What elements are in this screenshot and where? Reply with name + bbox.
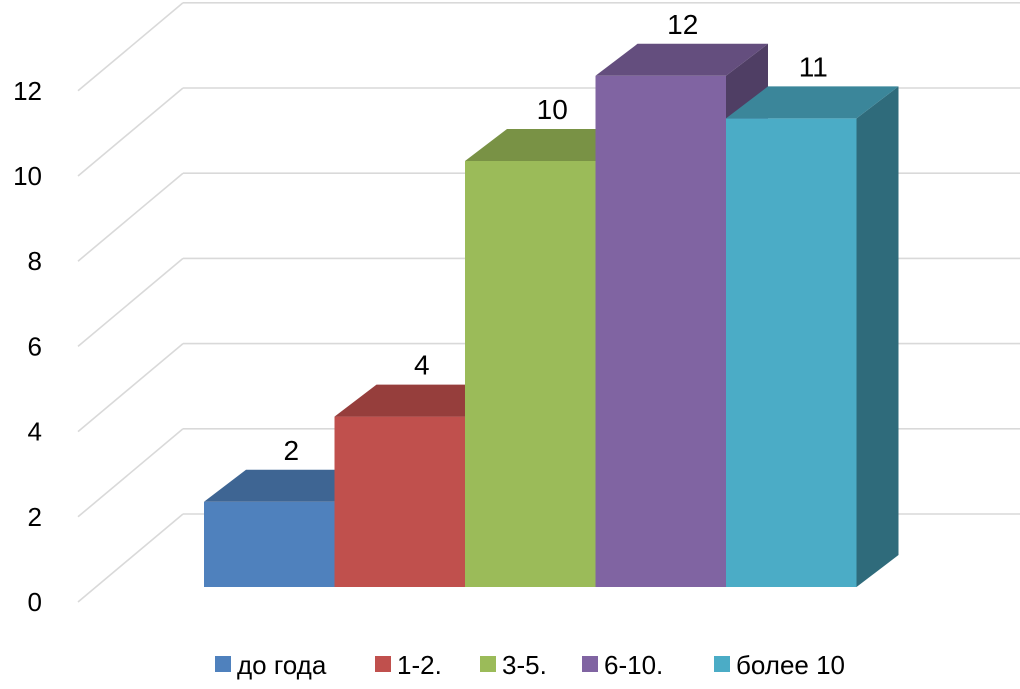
data-label: 2 xyxy=(283,435,299,466)
y-tick-label: 6 xyxy=(28,331,42,361)
gridline-side xyxy=(77,2,184,92)
legend-item: 1-2. xyxy=(375,650,442,680)
y-tick-label: 12 xyxy=(13,76,42,106)
legend-swatch xyxy=(375,656,391,672)
data-label: 10 xyxy=(537,94,568,125)
gridline-side xyxy=(77,428,184,518)
data-label: 12 xyxy=(667,9,698,40)
bar-top xyxy=(204,469,377,502)
bar-4 xyxy=(726,86,899,588)
data-label: 11 xyxy=(799,51,828,82)
data-label: 4 xyxy=(414,350,430,381)
legend-item: более 10 xyxy=(714,650,845,680)
legend-label: до года xyxy=(237,650,327,680)
bars xyxy=(204,43,899,588)
legend: до года 1-2. 3-5. 6-10. более 10 xyxy=(215,650,845,680)
y-tick-label: 10 xyxy=(13,161,42,191)
y-tick-label: 0 xyxy=(28,587,42,617)
gridline-side xyxy=(77,172,184,262)
bar-front xyxy=(204,501,335,587)
legend-swatch xyxy=(215,656,231,672)
y-tick-label: 8 xyxy=(28,246,42,276)
bar-front xyxy=(465,161,596,587)
bar-top xyxy=(595,43,768,76)
gridline-side xyxy=(77,87,184,177)
bar-top xyxy=(726,86,899,119)
bar-front xyxy=(726,118,857,588)
y-axis-ticks: 0 2 4 6 8 10 12 xyxy=(13,76,42,617)
legend-swatch xyxy=(714,656,730,672)
legend-swatch xyxy=(582,656,598,672)
legend-label: 1-2. xyxy=(397,650,442,680)
y-tick-label: 2 xyxy=(28,502,42,532)
legend-label: более 10 xyxy=(736,650,845,680)
bar-front xyxy=(595,75,726,588)
gridline-side xyxy=(77,257,184,348)
legend-label: 3-5. xyxy=(502,650,547,680)
legend-item: до года xyxy=(215,650,327,680)
bar-top xyxy=(465,129,638,161)
bar-side xyxy=(856,86,899,588)
bar-front xyxy=(334,416,465,587)
legend-item: 3-5. xyxy=(480,650,547,680)
gridline-side xyxy=(77,342,184,433)
legend-label: 6-10. xyxy=(604,650,663,680)
data-labels: 2 4 10 12 11 xyxy=(283,9,827,466)
bar-top xyxy=(334,384,507,417)
legend-swatch xyxy=(480,656,496,672)
legend-item: 6-10. xyxy=(582,650,663,680)
gridline-side xyxy=(77,513,184,603)
y-tick-label: 4 xyxy=(28,417,42,447)
